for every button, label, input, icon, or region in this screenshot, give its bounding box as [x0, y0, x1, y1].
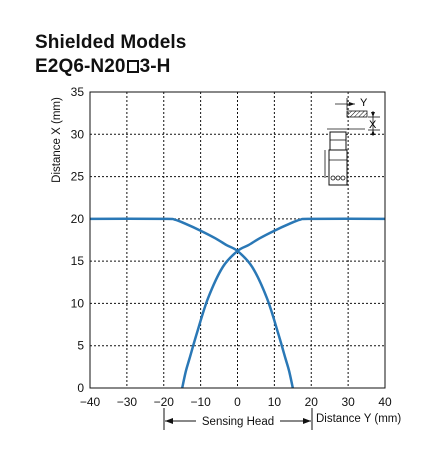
series-line-1 [89, 217, 295, 389]
y-tick-label: 25 [71, 170, 85, 184]
plot-frame [89, 91, 386, 389]
x-tick-label: −30 [117, 395, 138, 409]
x-tick-label: −40 [80, 395, 101, 409]
chart-title-line2: E2Q6-N20 3-H [35, 56, 171, 78]
metal-target [346, 110, 368, 118]
sensing-head-annotation: Sensing Head [163, 408, 313, 430]
y-tick-label: 10 [71, 296, 85, 310]
series-group [89, 217, 386, 389]
sensor-head [329, 131, 347, 151]
x-tick-label: 20 [305, 395, 319, 409]
x-tick-label: 10 [268, 395, 282, 409]
model-suffix: 3-H [139, 56, 171, 77]
sensor-inset-diagram: Y X [324, 97, 380, 186]
box-symbol-icon [126, 60, 139, 73]
sensing-head-label: Sensing Head [202, 416, 274, 428]
y-tick-label: 35 [71, 85, 85, 99]
model-prefix: E2Q6-N20 [35, 56, 126, 77]
chart-title-line1: Shielded Models [35, 32, 187, 53]
series-line-2 [180, 217, 386, 389]
x-tick-label: −20 [154, 395, 175, 409]
x-tick-label: 30 [341, 395, 355, 409]
inset-x-label: X [369, 119, 377, 131]
y-axis-label: Distance X (mm) [51, 97, 63, 183]
y-tick-label: 30 [71, 127, 85, 141]
x-axis-label: Distance Y (mm) [316, 413, 401, 425]
inset-y-label: Y [360, 97, 368, 109]
y-tick-label: 0 [77, 381, 84, 395]
x-tick-label: 0 [234, 395, 241, 409]
x-tick-label: 40 [378, 395, 392, 409]
y-tick-labels: 0 5 10 15 20 25 30 35 [71, 85, 85, 395]
y-tick-label: 5 [77, 339, 84, 353]
x-tick-labels: −40 −30 −20 −10 0 10 20 30 40 [80, 395, 392, 409]
y-tick-label: 15 [71, 254, 85, 268]
y-tick-label: 20 [71, 212, 85, 226]
x-tick-label: −10 [190, 395, 211, 409]
